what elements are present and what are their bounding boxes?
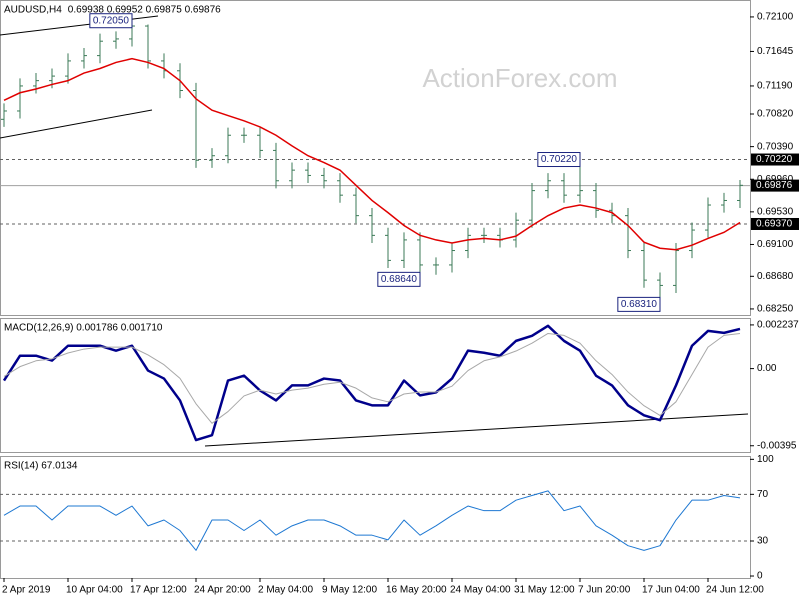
x-tick-label: 17 Jun 04:00: [642, 585, 700, 596]
series-line: [3, 332, 741, 424]
y-tick-label: 0.71190: [757, 81, 793, 92]
y-tick-label: 0.72100: [757, 12, 794, 23]
level-label: 0.69876: [756, 180, 793, 191]
x-tick-label: 2 May 04:00: [258, 585, 313, 596]
y-tick-label: 0.00: [757, 363, 777, 374]
y-tick-label: 0.68680: [757, 271, 794, 282]
x-tick-label: 10 Apr 04:00: [66, 585, 123, 596]
y-tick-label: 0: [757, 571, 763, 582]
annotation-label: 0.68640: [381, 274, 418, 285]
level-box: [751, 217, 799, 230]
annotation-label: 0.68310: [621, 299, 658, 310]
y-tick-label: 0.002237: [757, 320, 799, 331]
channel-line: [0, 15, 159, 36]
panel-title: MACD(12,26,9) 0.001786 0.001710: [4, 323, 163, 334]
y-tick-label: 0.69530: [757, 206, 794, 217]
y-tick-label: 30: [757, 536, 769, 547]
rsi-panel: [0, 456, 751, 579]
level-box: [751, 179, 799, 192]
y-tick-label: -0.00395: [757, 440, 797, 451]
x-tick-label: 17 Apr 12:00: [130, 585, 187, 596]
y-tick-label: 0.70820: [757, 109, 794, 120]
x-tick-label: 24 Jun 12:00: [706, 585, 764, 596]
series-line: [3, 490, 741, 551]
channel-line: [0, 109, 153, 139]
price-panel: [0, 0, 751, 316]
macd-panel: [0, 318, 751, 453]
y-tick-label: 70: [757, 489, 769, 500]
y-tick-label: 0.68250: [757, 304, 794, 315]
annotation-box: [89, 13, 133, 29]
y-tick-label: 0.69100: [757, 239, 794, 250]
x-tick-label: 9 May 12:00: [322, 585, 377, 596]
x-tick-label: 16 May 20:00: [386, 585, 447, 596]
moving-average: [3, 57, 741, 251]
annotation-label: 0.72050: [93, 15, 130, 26]
x-tick-label: 2 Apr 2019: [2, 585, 51, 596]
annotation-box: [617, 296, 661, 312]
annotation-box: [537, 152, 581, 168]
y-tick-label: 0.71645: [757, 46, 794, 57]
level-box: [751, 153, 799, 166]
x-tick-label: 31 May 12:00: [514, 585, 575, 596]
y-tick-label: 0.69960: [757, 174, 794, 185]
y-tick-label: 0.70390: [757, 141, 794, 152]
level-label: 0.69370: [756, 219, 793, 230]
panel-subtitle: 0.69938 0.69952 0.69875 0.69876: [68, 5, 221, 16]
watermark: ActionForex.com: [422, 63, 617, 93]
annotation-box: [377, 271, 421, 287]
x-tick-label: 24 May 04:00: [450, 585, 511, 596]
level-label: 0.70220: [756, 154, 793, 165]
x-tick-label: 7 Jun 20:00: [578, 585, 631, 596]
series-line: [2, 324, 741, 442]
x-tick-label: 24 Apr 20:00: [194, 585, 251, 596]
panel-title: RSI(14) 67.0134: [4, 461, 78, 472]
annotation-label: 0.70220: [541, 154, 578, 165]
trend-line: [204, 413, 749, 447]
panel-title: AUDUSD,H4: [4, 5, 62, 16]
y-tick-label: 100: [757, 454, 774, 465]
